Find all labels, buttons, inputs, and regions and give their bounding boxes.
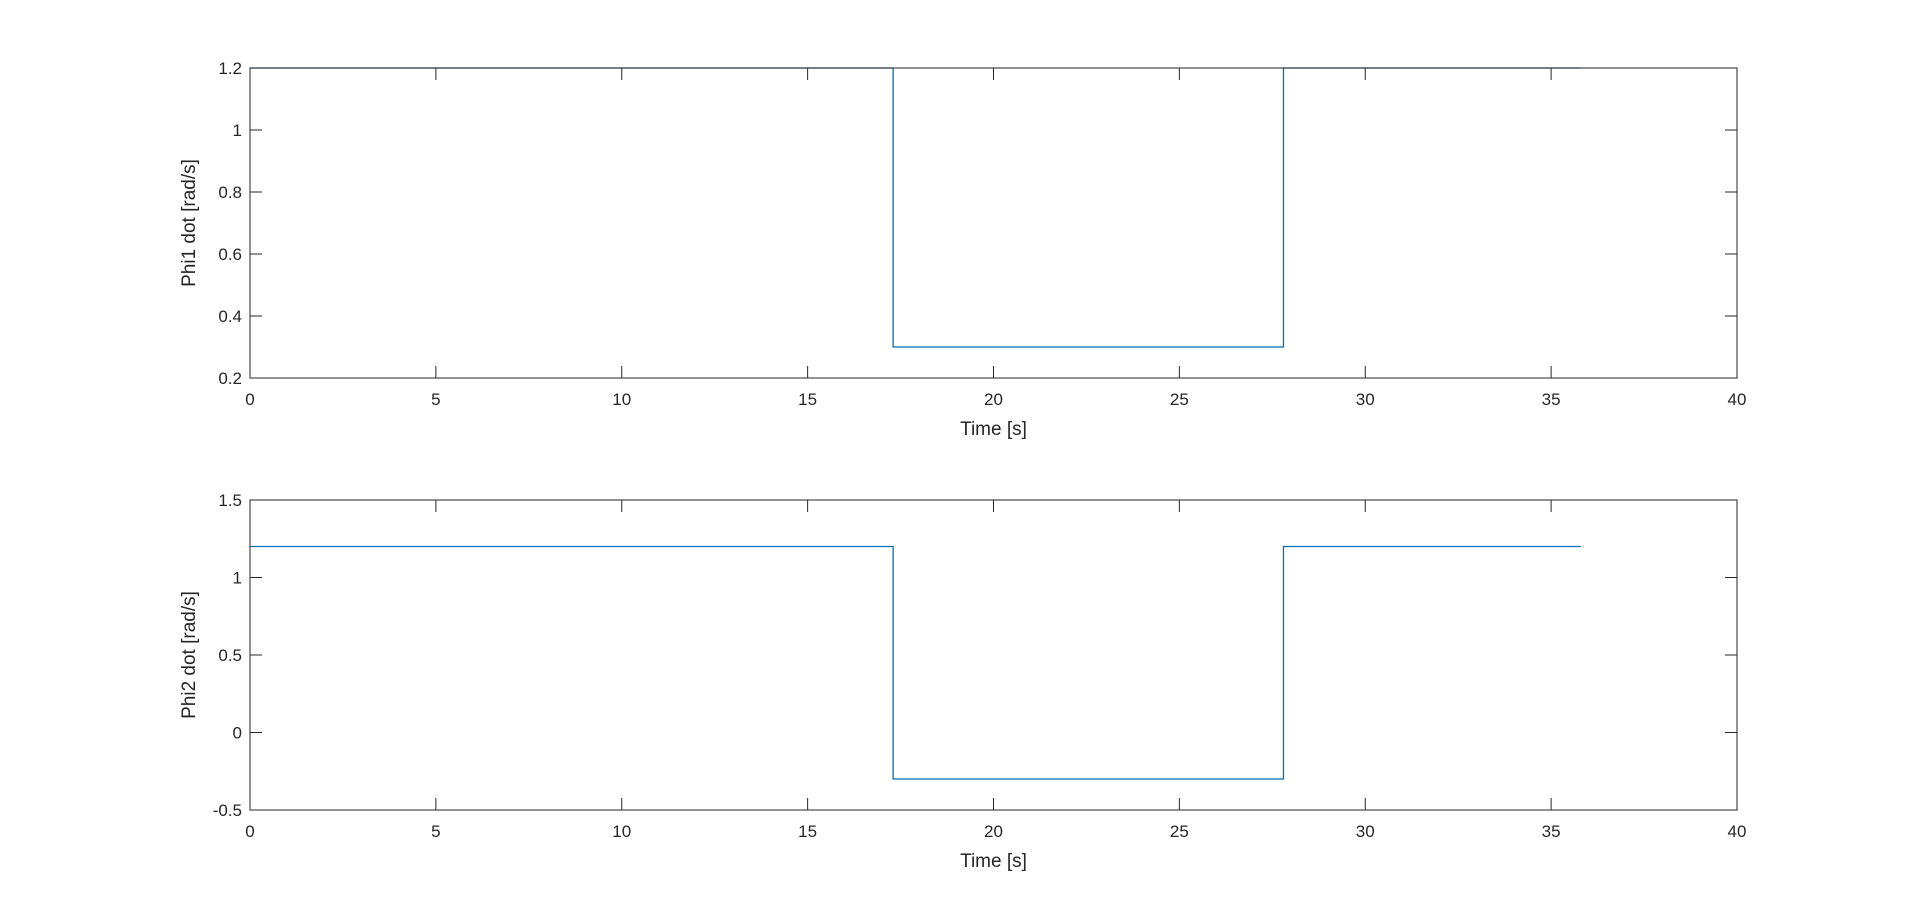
plot-area <box>250 68 1737 378</box>
x-axis-label: Time [s] <box>960 851 1027 872</box>
x-tick-label: 0 <box>245 390 254 409</box>
x-tick-label: 15 <box>798 390 817 409</box>
y-tick-label: 1.2 <box>218 59 242 78</box>
y-tick-label: -0.5 <box>213 801 242 820</box>
x-tick-label: 35 <box>1542 390 1561 409</box>
y-axis-label: Phi2 dot [rad/s] <box>179 591 200 719</box>
x-tick-label: 30 <box>1356 390 1375 409</box>
series-line <box>250 545 1581 780</box>
plot-area <box>250 500 1737 810</box>
x-tick-label: 10 <box>612 822 631 841</box>
x-tick-label: 5 <box>431 390 440 409</box>
x-tick-label: 5 <box>431 822 440 841</box>
y-tick-label: 0.2 <box>218 369 242 388</box>
y-tick-label: 1 <box>233 121 242 140</box>
y-tick-label: 1 <box>233 569 242 588</box>
y-tick-label: 1.5 <box>218 491 242 510</box>
x-tick-label: 10 <box>612 390 631 409</box>
x-tick-label: 25 <box>1170 822 1189 841</box>
x-tick-label: 15 <box>798 822 817 841</box>
y-tick-label: 0.8 <box>218 183 242 202</box>
y-tick-label: 0.6 <box>218 245 242 264</box>
x-tick-label: 20 <box>984 822 1003 841</box>
x-tick-label: 0 <box>245 822 254 841</box>
x-tick-label: 35 <box>1542 822 1561 841</box>
y-axis-label: Phi1 dot [rad/s] <box>179 159 200 287</box>
x-tick-label: 20 <box>984 390 1003 409</box>
y-tick-label: 0.5 <box>218 646 242 665</box>
y-tick-label: 0 <box>233 724 242 743</box>
x-axis-label: Time [s] <box>960 419 1027 440</box>
x-tick-label: 30 <box>1356 822 1375 841</box>
y-tick-label: 0.4 <box>218 307 242 326</box>
x-tick-label: 40 <box>1728 390 1747 409</box>
chart-phi1-dot: 0 5 10 15 20 25 30 35 40 0.2 0.4 0.6 0.8 1 1.2 Time [s]… <box>179 59 1746 440</box>
x-tick-label: 25 <box>1170 390 1189 409</box>
x-tick-label: 40 <box>1728 822 1747 841</box>
